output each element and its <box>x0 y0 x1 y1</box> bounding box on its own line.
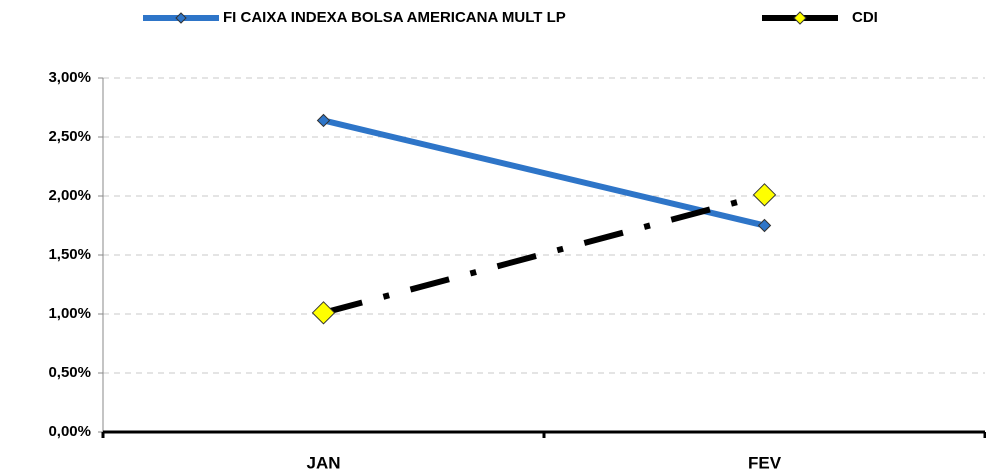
y-tick-label: 3,00% <box>48 69 91 86</box>
y-tick-label: 1,00% <box>48 305 91 322</box>
x-tick-label: JAN <box>306 453 340 472</box>
legend-marker <box>175 12 187 24</box>
marker <box>311 301 336 325</box>
x-tick-label: FEV <box>748 453 782 472</box>
series-line <box>322 191 766 316</box>
marker <box>752 183 777 207</box>
legend-marker <box>793 11 807 25</box>
series-line <box>322 117 766 229</box>
y-tick-label: 0,50% <box>48 364 91 381</box>
legend-label: CDI <box>852 9 878 26</box>
marker <box>316 113 331 128</box>
y-tick-label: 0,00% <box>48 423 91 440</box>
y-tick-label: 2,00% <box>48 187 91 204</box>
legend-label: FI CAIXA INDEXA BOLSA AMERICANA MULT LP <box>223 9 566 26</box>
y-tick-label: 2,50% <box>48 128 91 145</box>
marker <box>757 218 772 233</box>
y-tick-label: 1,50% <box>48 246 91 263</box>
